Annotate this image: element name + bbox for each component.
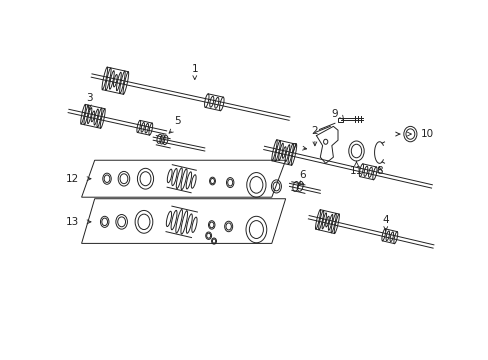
Text: 7: 7 <box>290 143 297 153</box>
Bar <box>337 117 342 122</box>
Text: 8: 8 <box>375 166 382 176</box>
Text: 12: 12 <box>66 174 79 184</box>
Text: 13: 13 <box>66 217 79 227</box>
Text: 10: 10 <box>420 129 433 139</box>
Text: 4: 4 <box>382 215 388 225</box>
Text: 1: 1 <box>191 64 198 74</box>
Text: 11: 11 <box>349 166 363 176</box>
Text: 2: 2 <box>311 126 318 136</box>
Text: 6: 6 <box>299 170 305 180</box>
Text: 5: 5 <box>174 116 181 126</box>
Text: 3: 3 <box>86 93 92 103</box>
Text: 9: 9 <box>331 109 337 119</box>
